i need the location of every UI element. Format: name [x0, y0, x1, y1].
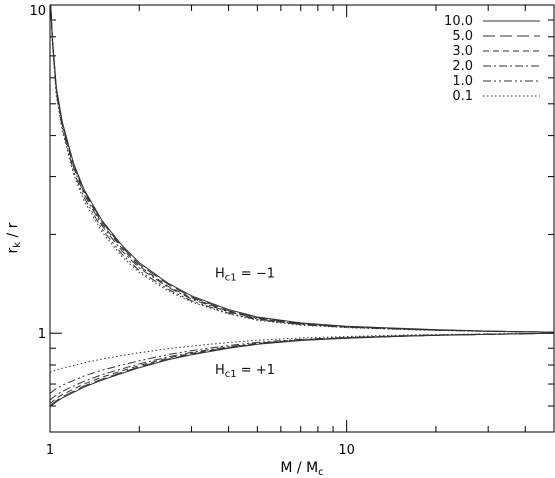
x-axis-title: M / Mc — [280, 460, 323, 478]
series-line-3-0-upper — [50, 5, 554, 333]
series-clip-group — [50, 5, 554, 408]
x-axis-title-subscript: c — [318, 467, 324, 478]
series-line-0-1-lower — [50, 332, 554, 373]
annotation-subscript: c1 — [225, 272, 237, 283]
series-line-1-0-lower — [50, 332, 554, 394]
minor-ticks — [50, 5, 555, 433]
legend-label-5-0: 5.0 — [452, 29, 473, 44]
series-line-5-0-upper — [50, 5, 554, 333]
x-tick-label: 10 — [338, 443, 355, 458]
x-tick-label: 1 — [46, 443, 54, 458]
annotation-hc-plus: Hc1 = +1 — [215, 363, 275, 380]
series-line-2-0-upper — [50, 5, 554, 333]
legend: 10.05.03.02.01.00.1 — [444, 14, 540, 104]
legend-label-3-0: 3.0 — [452, 44, 473, 59]
series-line-1-0-upper — [50, 5, 554, 333]
series-line-2-0-lower — [50, 332, 554, 401]
tick-labels: 1 10 1 10 — [29, 4, 354, 458]
annotation-subscript: c1 — [225, 369, 237, 380]
series-line-10-0-upper — [50, 5, 554, 333]
plot-frame — [49, 4, 555, 433]
legend-label-0-1: 0.1 — [452, 89, 473, 104]
y-axis-title-subscript: k — [12, 242, 23, 248]
y-tick-label: 1 — [38, 327, 46, 342]
legend-label-10-0: 10.0 — [444, 14, 473, 29]
annotation-value: = −1 — [237, 266, 275, 281]
legend-label-2-0: 2.0 — [452, 59, 473, 74]
annotation-hc-minus: Hc1 = −1 — [215, 266, 275, 283]
y-tick-label: 10 — [29, 4, 46, 19]
annotation-base: H — [215, 363, 225, 378]
annotation-base: H — [215, 266, 225, 281]
y-axis-title: rk / r — [5, 222, 23, 253]
legend-label-1-0: 1.0 — [452, 74, 473, 89]
annotation-value: = +1 — [237, 363, 275, 378]
series-line-3-0-lower — [50, 332, 554, 405]
series-lines — [50, 5, 554, 408]
series-line-0-1-upper — [50, 5, 554, 333]
